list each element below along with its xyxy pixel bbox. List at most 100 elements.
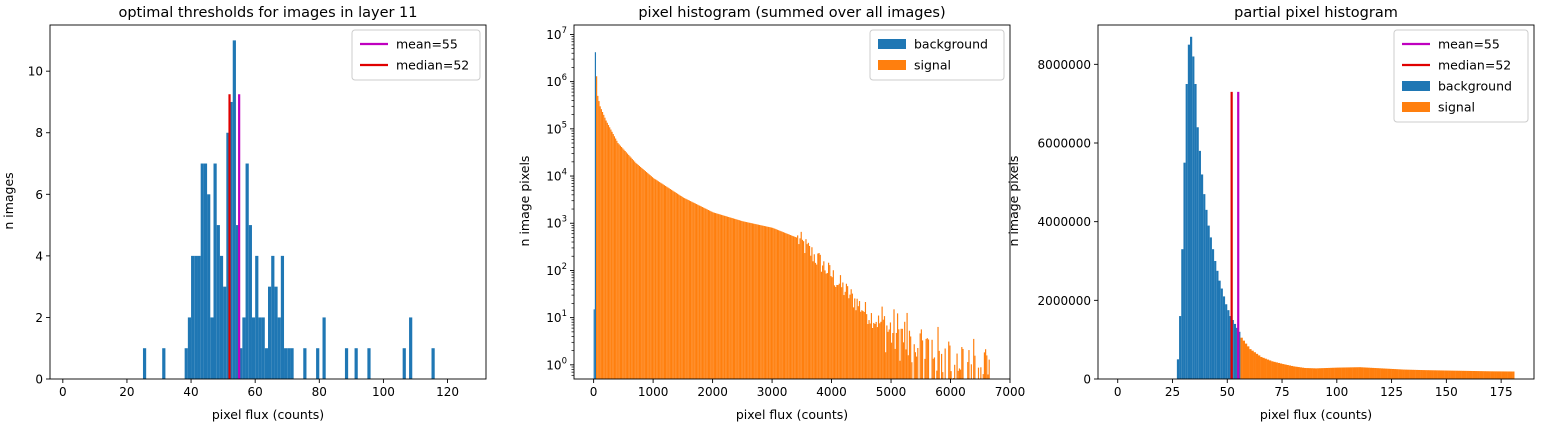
signal-bar [948,341,950,379]
signal-bar [617,143,619,379]
signal-bar [681,196,683,379]
signal-bar [835,286,837,379]
signal-bar [744,221,746,379]
signal-bar [749,222,751,379]
signal-bar [1279,363,1283,379]
signal-bar [720,214,723,379]
y-tick-label: 103 [546,215,567,231]
signal-bar [910,336,912,379]
signal-bar [674,192,676,379]
signal-bar [760,225,762,379]
signal-bar [819,254,821,379]
signal-bar [1496,371,1500,379]
signal-bar [662,184,664,379]
y-tick-label: 106 [546,73,567,89]
signal-bar [894,348,896,379]
signal-bar [1420,370,1423,379]
signal-bar [789,235,792,379]
signal-bar [747,222,749,379]
background-bar [1181,249,1184,379]
signal-bar [660,182,662,379]
signal-bar [654,178,656,379]
signal-bar [636,163,638,379]
signal-bar [706,209,708,379]
signal-bar [1395,369,1399,379]
signal-bar [719,214,721,379]
signal-bar [612,134,614,379]
signal-bar [651,177,654,379]
histogram-bar [287,348,291,379]
signal-bar [926,338,928,379]
histogram-bar [258,317,262,379]
signal-bar [1328,367,1331,379]
signal-bar [1409,369,1412,379]
signal-bar [870,313,873,379]
signal-bar [618,144,620,379]
signal-bar [780,231,782,379]
signal-bar [1360,367,1364,379]
signal-bar [661,183,663,379]
signal-bar [950,371,952,379]
signal-bar [958,368,961,379]
signal-bar [806,244,808,379]
plot-area: 0 25 50 75 100 125 150 175 0 2000000 4000000 600000… [1038,24,1535,399]
signal-bar [880,321,882,379]
background-bar [1194,84,1197,379]
y-tick-label: 8 [35,126,43,140]
background-bar [1192,56,1195,379]
signal-bar [757,224,759,379]
signal-bar [672,190,674,379]
x-tick-label: 25 [1165,385,1180,399]
histogram-bar [226,132,230,379]
signal-bar [980,367,982,379]
signal-bar [665,185,667,379]
signal-bar [679,195,681,379]
x-tick-label: 60 [248,385,263,399]
signal-bar [1271,361,1274,379]
histogram-bar [187,317,192,379]
background-bar [1205,209,1208,379]
signal-bar [745,222,748,379]
signal-bar [637,164,639,379]
histogram-bar [242,317,246,379]
signal-bar [902,342,905,379]
signal-bar [1349,367,1353,379]
signal-bar [722,215,724,379]
histogram-bar [344,348,349,379]
signal-bar [607,125,610,379]
signal-bar [1371,367,1375,379]
signal-bar [863,311,865,379]
legend-label: background [1438,79,1512,94]
signal-bar [1382,368,1386,379]
background-bar [1218,280,1221,379]
signal-bar [682,197,685,379]
signal-bar [1404,369,1408,379]
signal-bar [956,353,958,379]
signal-bar [762,225,764,379]
signal-bar [960,369,962,379]
signal-bar [974,355,976,379]
signal-bar [1246,346,1250,379]
signal-bar [852,307,855,379]
x-tick-label: 80 [312,385,327,399]
background-bar [1209,237,1212,379]
x-axis-label: pixel flux (counts) [736,407,848,422]
signal-bar [887,331,889,379]
signal-bar [860,311,862,379]
signal-bar [812,261,814,379]
histogram-bar [239,348,243,379]
legend-label: signal [1438,100,1475,115]
signal-bar [600,109,602,380]
signal-bar [1367,367,1370,379]
signal-bar [1332,367,1335,379]
x-tick-label: 120 [436,385,459,399]
signal-bar [697,204,699,379]
signal-bar [1413,369,1416,379]
signal-bar [1402,369,1405,379]
signal-bar [919,333,921,379]
signal-bar [710,211,712,379]
signal-bar [603,114,605,380]
signal-bar [645,172,648,379]
histogram-bar [322,317,326,379]
signal-bar [983,352,986,379]
